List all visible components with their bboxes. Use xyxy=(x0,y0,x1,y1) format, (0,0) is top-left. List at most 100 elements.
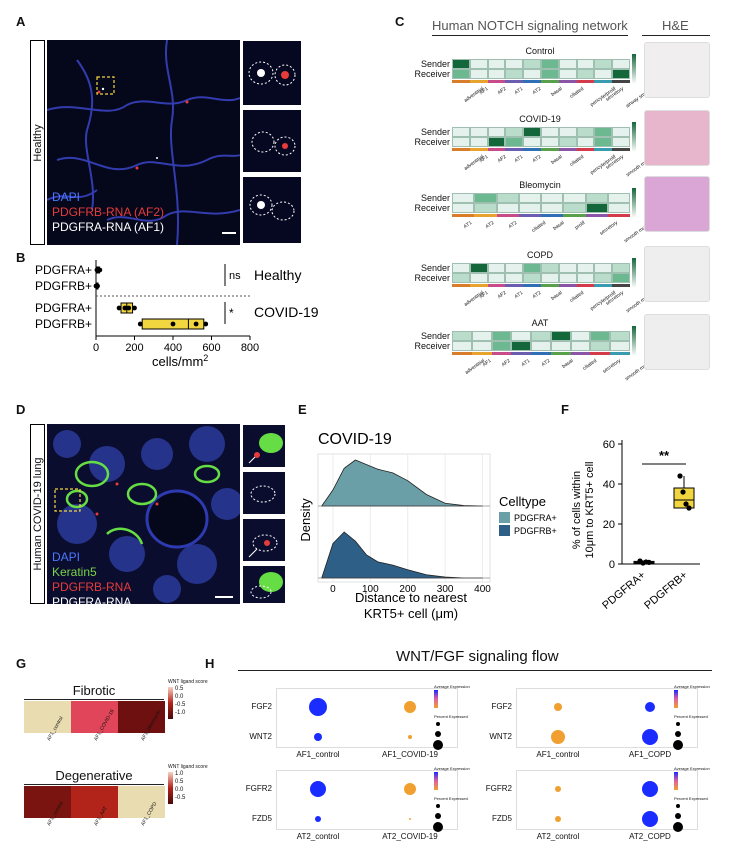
panel-c-heat-cell xyxy=(590,331,611,341)
panel-h-gene-label: WNT2 xyxy=(249,732,272,741)
panel-c-heat-cell xyxy=(576,273,595,283)
panel-c-heat-cell xyxy=(541,273,559,283)
panel-b-chart: PDGFRA+ PDGFRB+ PDGFRA+ PDGFRB+ 0 200 400 6… xyxy=(35,260,319,369)
panel-h-legend-dot xyxy=(673,740,683,750)
panel-h-legend-dot xyxy=(676,722,680,726)
panel-d-side-label: Human COVID-19 lung xyxy=(30,424,45,604)
panel-h-legend-avg-title: Average Expression xyxy=(434,684,470,689)
panel-c-col-label: AT2 xyxy=(540,358,552,368)
panel-b-point xyxy=(126,305,132,311)
panel-c-heat-cell xyxy=(576,69,595,79)
panel-c-he-image xyxy=(644,246,710,302)
panel-f-point xyxy=(686,505,692,511)
panel-c-heat-cell xyxy=(531,331,551,341)
panel-c-heat-cell xyxy=(523,59,541,69)
panel-c-col-label: basal xyxy=(550,86,564,98)
panel-a-inset-3 xyxy=(242,176,302,244)
panel-d-inset-2 xyxy=(242,471,286,515)
panel-c-celltype-bar xyxy=(523,284,541,287)
panel-h-gene-label: FZD5 xyxy=(252,814,272,823)
panel-h-plot-frame xyxy=(516,688,698,748)
panel-c-celltype-bar xyxy=(452,352,472,355)
panel-c-heat-cell xyxy=(471,341,492,351)
panel-c-heat-cell xyxy=(523,273,541,283)
panel-e-chart: COVID-19 0 100 200 300 400 Density Distance … xyxy=(298,431,557,621)
panel-c-celltype-bar xyxy=(541,284,559,287)
panel-c-heat-cell xyxy=(612,273,630,283)
panel-h-dot xyxy=(314,733,322,741)
panel-d-inset-4 xyxy=(242,565,286,604)
panel-h-dot xyxy=(642,729,658,745)
panel-h-legend-avg-title: Average Expression xyxy=(674,766,710,771)
panel-c-heat-cell xyxy=(550,341,571,351)
panel-c-heat-cell xyxy=(505,127,524,137)
panel-c-he-title: H&E xyxy=(662,18,689,33)
panel-h-dot xyxy=(310,781,326,797)
panel-f-ylabel: % of cells within xyxy=(571,471,583,549)
panel-c-celltype-bar xyxy=(541,148,559,151)
panel-c-heat-cell xyxy=(541,69,559,79)
panel-h-legend-avg-title: Average Expression xyxy=(434,766,470,771)
panel-c-col-label: AF2 xyxy=(501,358,513,369)
panel-b-point xyxy=(122,305,128,311)
panel-b-xlabel: cells/mm2 xyxy=(152,353,208,369)
panel-c-celltype-bar xyxy=(576,284,595,287)
panel-c-heat-cell xyxy=(541,137,559,147)
panel-c-col-label: AT2 xyxy=(531,154,543,164)
panel-c-celltype-bar xyxy=(511,352,532,355)
panel-d-inset-1 xyxy=(242,424,286,468)
panel-c-celltype-bar xyxy=(541,214,564,217)
panel-c-heat-cell xyxy=(518,193,541,203)
panel-h-group-label: AF1_control xyxy=(296,750,340,759)
panel-c-heat-cell xyxy=(523,137,541,147)
panel-h-legend-dot xyxy=(673,822,683,832)
panel-e-x-tick-label: 200 xyxy=(399,584,416,595)
panel-c-title: Human NOTCH signaling network xyxy=(432,18,628,33)
panel-c-celltype-bar xyxy=(452,284,470,287)
panel-c-he-image xyxy=(644,314,710,370)
panel-c-col-label: basal xyxy=(552,220,566,232)
panel-e-xlabel: KRT5+ cell (μm) xyxy=(364,606,458,621)
panel-c-heat-cell xyxy=(505,137,524,147)
panel-c-celltype-bar xyxy=(612,148,630,151)
panel-c-heat-cell xyxy=(505,273,524,283)
panel-c-celltype-bar xyxy=(585,214,608,217)
panel-g-legend-bar xyxy=(168,687,173,719)
panel-b-point xyxy=(137,321,143,327)
panel-g-block-title: Degenerative xyxy=(55,768,133,783)
panel-h-gene-label: FGFR2 xyxy=(245,784,272,793)
panel-c-celltype-bar xyxy=(523,80,541,83)
panel-g-legend-tick: 1.0 xyxy=(175,771,184,777)
panel-c-heat-cell xyxy=(594,263,613,273)
panel-c-celltype-bar xyxy=(563,214,586,217)
panel-c-col-label: ciliated xyxy=(530,220,547,234)
panel-b-x-tick-label: 400 xyxy=(164,342,182,354)
panel-c-row-receiver: Receiver xyxy=(414,69,450,79)
panel-e-legend-label: PDGFRA+ xyxy=(514,513,557,523)
panel-h-gene-label: FGF2 xyxy=(251,702,272,711)
panel-h-legend-dot xyxy=(675,731,681,737)
panel-c-heat-cell xyxy=(558,263,577,273)
panel-a-tissue-image xyxy=(47,40,240,245)
panel-g-block-title: Fibrotic xyxy=(72,683,116,698)
panel-h-dot xyxy=(642,811,658,827)
panel-c-col-label: basal xyxy=(550,154,564,166)
panel-h-legend-avg-title: Average Expression xyxy=(674,684,710,689)
panel-c-row-receiver: Receiver xyxy=(414,341,450,351)
panel-c-col-label: AT1 xyxy=(513,86,525,96)
panel-c-celltype-bar xyxy=(576,80,595,83)
panel-b-group-covid: COVID-19 xyxy=(254,304,319,320)
panel-d-micrograph xyxy=(47,424,240,604)
panel-c-celltype-bar xyxy=(594,148,613,151)
panel-c-row-sender: Sender xyxy=(420,263,450,273)
panel-h-gene-label: FGF2 xyxy=(491,702,512,711)
panel-d-legend-dapi: DAPI xyxy=(52,550,81,564)
panel-h-title: WNT/FGF signaling flow xyxy=(396,648,559,665)
panel-b-point xyxy=(132,305,137,311)
panel-c-celltype-bar xyxy=(558,148,577,151)
panel-h-legend-pct-title: Percent Expressed xyxy=(434,714,468,719)
panel-c-scale-bar xyxy=(632,122,636,152)
panel-g-legend-tick: 0.0 xyxy=(175,787,184,793)
panel-c-heat-cell xyxy=(469,137,488,147)
panel-c-heat-cell xyxy=(550,331,571,341)
